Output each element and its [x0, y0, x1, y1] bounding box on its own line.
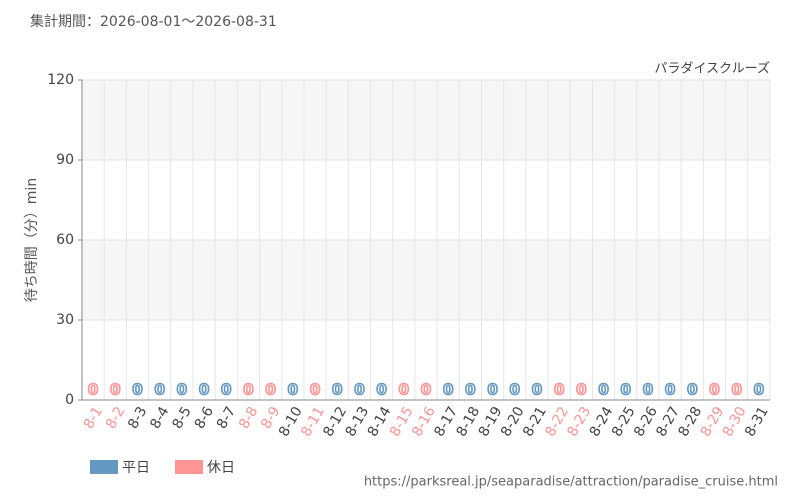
legend-label: 平日 — [122, 460, 150, 476]
data-label: 0 — [576, 381, 586, 399]
x-tick-label: 8-4 — [147, 404, 172, 432]
y-tick-label: 120 — [47, 72, 74, 88]
y-tick-label: 30 — [56, 312, 74, 328]
x-tick-label: 8-1 — [81, 404, 106, 432]
legend-swatch — [90, 460, 118, 474]
data-label: 0 — [354, 381, 364, 399]
data-label: 0 — [332, 381, 342, 399]
grid-band — [82, 80, 770, 160]
x-tick-label: 8-3 — [125, 404, 150, 432]
x-tick-label: 8-31 — [742, 404, 772, 440]
data-label: 0 — [510, 381, 520, 399]
data-label: 0 — [621, 381, 631, 399]
data-label: 0 — [643, 381, 653, 399]
data-label: 0 — [132, 381, 142, 399]
data-label: 0 — [687, 381, 697, 399]
data-label: 0 — [754, 381, 764, 399]
y-tick-label: 90 — [56, 152, 74, 168]
data-label: 0 — [731, 381, 741, 399]
data-label: 0 — [399, 381, 409, 399]
data-label: 0 — [88, 381, 98, 399]
grid-band — [82, 240, 770, 320]
period-header: 集計期間：2026-08-01～2026-08-31 — [30, 13, 277, 30]
data-label: 0 — [310, 381, 320, 399]
legend-swatch — [175, 460, 203, 474]
y-tick-label: 0 — [65, 392, 74, 408]
data-label: 0 — [221, 381, 231, 399]
data-label: 0 — [110, 381, 120, 399]
data-label: 0 — [665, 381, 675, 399]
data-label: 0 — [443, 381, 453, 399]
x-tick-label: 8-2 — [103, 404, 128, 432]
data-label: 0 — [177, 381, 187, 399]
data-label: 0 — [376, 381, 386, 399]
chart-title: パラダイスクルーズ — [654, 61, 770, 77]
data-label: 0 — [199, 381, 209, 399]
data-label: 0 — [532, 381, 542, 399]
legend-label: 休日 — [207, 460, 235, 476]
data-label: 0 — [243, 381, 253, 399]
x-tick-label: 8-8 — [236, 404, 261, 432]
source-url: https://parksreal.jp/seaparadise/attract… — [364, 475, 778, 490]
x-tick-label: 8-5 — [170, 404, 195, 432]
data-label: 0 — [598, 381, 608, 399]
data-label: 0 — [709, 381, 719, 399]
data-label: 0 — [487, 381, 497, 399]
data-label: 0 — [465, 381, 475, 399]
data-label: 0 — [421, 381, 431, 399]
x-tick-label: 8-7 — [214, 404, 239, 432]
data-label: 0 — [554, 381, 564, 399]
x-tick-label: 8-6 — [192, 404, 217, 432]
data-label: 0 — [154, 381, 164, 399]
data-label: 0 — [265, 381, 275, 399]
y-axis-label: 待ち時間（分）min — [24, 178, 40, 302]
data-label: 0 — [288, 381, 298, 399]
y-tick-label: 60 — [56, 232, 74, 248]
